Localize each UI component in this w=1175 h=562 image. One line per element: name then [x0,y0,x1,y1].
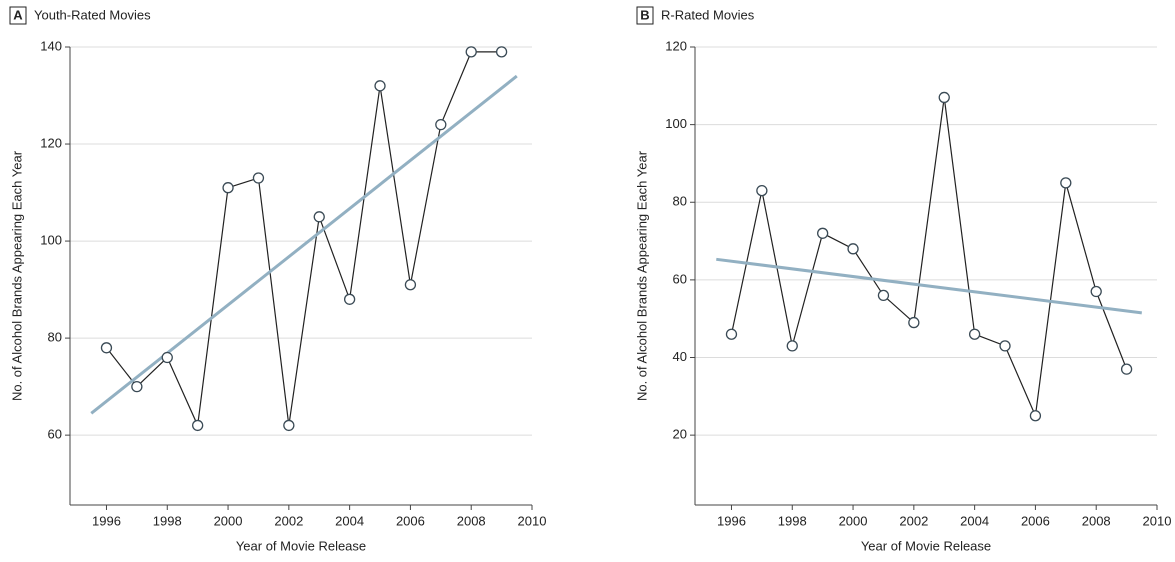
data-point [374,80,386,92]
data-point [1060,177,1072,189]
data-point [968,328,981,340]
x-tick-label: 1998 [153,513,182,528]
data-point [283,419,295,432]
data-point [725,328,738,340]
x-tick-label: 2006 [1021,513,1050,528]
data-point [756,184,768,197]
data-point [313,211,325,223]
x-tick-label: 2004 [960,513,989,528]
data-point [1120,363,1133,375]
data-point [786,340,798,352]
y-axis-label: No. of Alcohol Brands Appearing Each Yea… [9,150,24,401]
data-point [435,118,447,131]
data-point [465,46,477,58]
data-point [161,351,173,364]
data-point [131,380,143,393]
x-tick-label: 2008 [457,513,486,528]
data-point [877,289,890,302]
panel-label: B [640,7,649,22]
data-point [495,46,508,58]
y-tick-label: 20 [673,427,687,442]
x-tick-label: 2002 [899,513,928,528]
data-point [252,172,265,184]
x-tick-label: 1996 [717,513,746,528]
x-tick-label: 2010 [1143,513,1172,528]
x-axis-label: Year of Movie Release [236,538,366,553]
y-tick-label: 60 [48,427,62,442]
y-tick-label: 80 [673,194,687,209]
x-tick-label: 2000 [214,513,243,528]
x-tick-label: 2010 [518,513,547,528]
trend-line [90,74,518,415]
panel-box [9,6,27,25]
data-point [100,342,113,354]
data-point [404,279,417,291]
y-tick-label: 80 [48,330,62,345]
y-tick-label: 60 [673,271,687,286]
panel-box [636,6,654,25]
y-axis-label: No. of Alcohol Brands Appearing Each Yea… [634,150,649,401]
x-axis-label: Year of Movie Release [861,538,991,553]
x-tick-label: 2002 [274,513,303,528]
x-tick-label: 2008 [1082,513,1111,528]
y-tick-label: 120 [665,38,687,53]
x-tick-label: 1996 [92,513,121,528]
x-tick-label: 2006 [396,513,425,528]
data-line [106,51,502,428]
data-point [908,316,920,329]
data-point [847,243,859,255]
data-point [999,340,1011,352]
panel-label: A [13,7,23,22]
data-point [817,227,829,239]
x-tick-label: 2004 [335,513,364,528]
data-point [343,293,356,305]
y-tick-label: 40 [673,349,687,364]
data-point [222,182,234,194]
chart-title: Youth-Rated Movies [34,7,151,22]
x-tick-label: 1998 [778,513,807,528]
trend-line [716,257,1142,315]
data-point [192,419,204,432]
y-tick-label: 100 [40,233,62,248]
y-tick-label: 100 [665,116,687,131]
y-tick-label: 120 [40,135,62,150]
data-point [1029,410,1042,422]
data-line [730,97,1128,418]
data-point [1090,285,1102,298]
y-tick-label: 140 [40,38,62,53]
chart-title: R-Rated Movies [661,7,755,22]
x-tick-label: 2000 [839,513,868,528]
data-point [938,91,950,104]
